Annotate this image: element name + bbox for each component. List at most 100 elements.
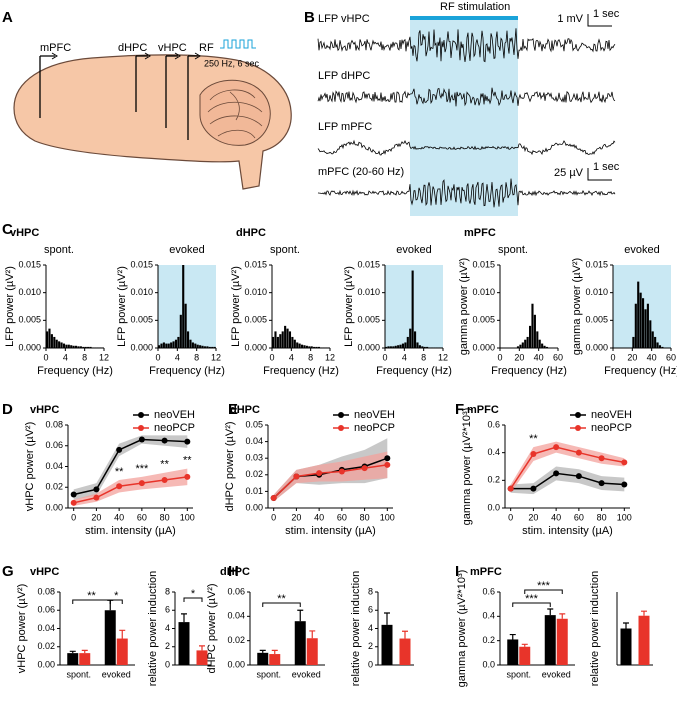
x-axis-label: Frequency (Hz): [376, 365, 452, 377]
y-tick-label: 0.03: [245, 453, 263, 463]
x-tick-label: evoked: [292, 669, 321, 679]
annotation: *: [114, 590, 119, 602]
legend-marker: [138, 425, 144, 431]
annotation: **: [277, 593, 286, 605]
x-tick-label: 4: [402, 352, 407, 362]
error-band: [273, 451, 388, 502]
y-axis-label: dHPC power (µV²): [224, 421, 236, 511]
x-tick-label: 60: [137, 512, 147, 522]
bar: [538, 339, 541, 348]
bar: [394, 345, 397, 348]
bar: [87, 346, 90, 348]
y-axis-label: LFP power (µV²): [116, 266, 128, 347]
lfp-trace: [317, 28, 616, 63]
error-band: [73, 468, 188, 506]
y-tick-label: 0.000: [244, 342, 267, 352]
error-bar: [641, 610, 647, 616]
bar: [89, 346, 92, 348]
bar: [293, 339, 296, 348]
bar: [414, 331, 417, 348]
point: [184, 473, 191, 480]
bar: [167, 343, 170, 348]
bar: [162, 342, 165, 348]
bar: [305, 345, 308, 348]
error-bar: [181, 613, 187, 623]
y-tick-label: 0.06: [37, 605, 55, 615]
x-tick-label: 60: [553, 352, 563, 362]
y-tick-label: 0: [165, 659, 170, 669]
y-tick-label: 0.04: [245, 436, 263, 446]
point: [384, 455, 391, 462]
x-tick-label: 4: [175, 352, 180, 362]
y-axis-label: vHPC power (µV²): [24, 422, 36, 511]
y-tick-label: 0.005: [130, 315, 153, 325]
line: [510, 472, 625, 490]
bar: [303, 345, 306, 348]
cerebellum: [199, 79, 271, 146]
point: [621, 481, 628, 488]
legend-label: neoVEH: [591, 409, 632, 421]
bar: [531, 303, 534, 348]
bar: [116, 638, 128, 665]
bar: [426, 346, 429, 348]
panel-title: mPFC: [467, 404, 499, 416]
y-tick-label: 8: [165, 586, 170, 596]
scale-label: 25 µV: [554, 167, 584, 179]
legend-label: neoVEH: [154, 409, 195, 421]
line: [73, 476, 188, 504]
y-tick-label: 0: [368, 659, 373, 669]
bar: [620, 628, 632, 665]
legend-label: neoVEH: [354, 409, 395, 421]
panel-title: dHPC: [230, 404, 260, 416]
x-tick-label: 20: [91, 512, 101, 522]
y-tick-label: 0.010: [244, 287, 267, 297]
x-axis-label: Frequency (Hz): [37, 365, 113, 377]
y-axis-label: LFP power (µV²): [230, 266, 242, 347]
bar: [519, 344, 522, 348]
legend-marker: [575, 425, 581, 431]
bar: [545, 346, 549, 348]
y-tick-label: 8: [368, 586, 373, 596]
annotation: *: [191, 588, 196, 600]
panel-title: mPFC: [470, 566, 502, 578]
x-tick-label: 12: [99, 352, 109, 362]
bar: [208, 346, 211, 348]
error-bar: [81, 649, 88, 654]
x-tick-label: 60: [337, 512, 347, 522]
x-tick-label: 4: [289, 352, 294, 362]
bar: [269, 654, 281, 665]
y-axis-label: vHPC power (µV²): [16, 584, 28, 673]
error-bar: [199, 645, 205, 651]
bar: [313, 346, 316, 348]
point: [138, 436, 145, 443]
bar: [544, 615, 556, 665]
error-bar: [259, 649, 266, 653]
y-tick-label: 0.04: [227, 611, 245, 621]
panel-title: vHPC: [30, 566, 59, 578]
point: [316, 470, 323, 477]
x-tick-label: 80: [597, 512, 607, 522]
bar: [632, 336, 635, 348]
y-tick-label: 0.015: [585, 259, 608, 269]
error-bar: [547, 608, 554, 616]
trace-label: LFP mPFC: [318, 121, 372, 133]
lfp-trace: [317, 139, 616, 156]
x-tick-label: 0: [382, 352, 387, 362]
x-tick-label: 8: [194, 352, 199, 362]
x-tick-label: spont.: [66, 669, 91, 679]
bar: [308, 346, 311, 348]
point: [621, 459, 628, 466]
subtitle: evoked: [624, 244, 659, 256]
bar: [406, 336, 409, 348]
bar: [75, 345, 78, 348]
lfp-trace: [317, 178, 616, 208]
y-tick-label: 0.00: [245, 502, 263, 512]
bar: [257, 652, 269, 665]
point: [116, 483, 123, 490]
bar: [401, 343, 405, 348]
annotation: **: [115, 466, 124, 478]
panel-label: H: [228, 563, 239, 580]
y-tick-label: 0.08: [37, 586, 55, 596]
subtitle: evoked: [396, 244, 431, 256]
bar: [543, 345, 546, 348]
